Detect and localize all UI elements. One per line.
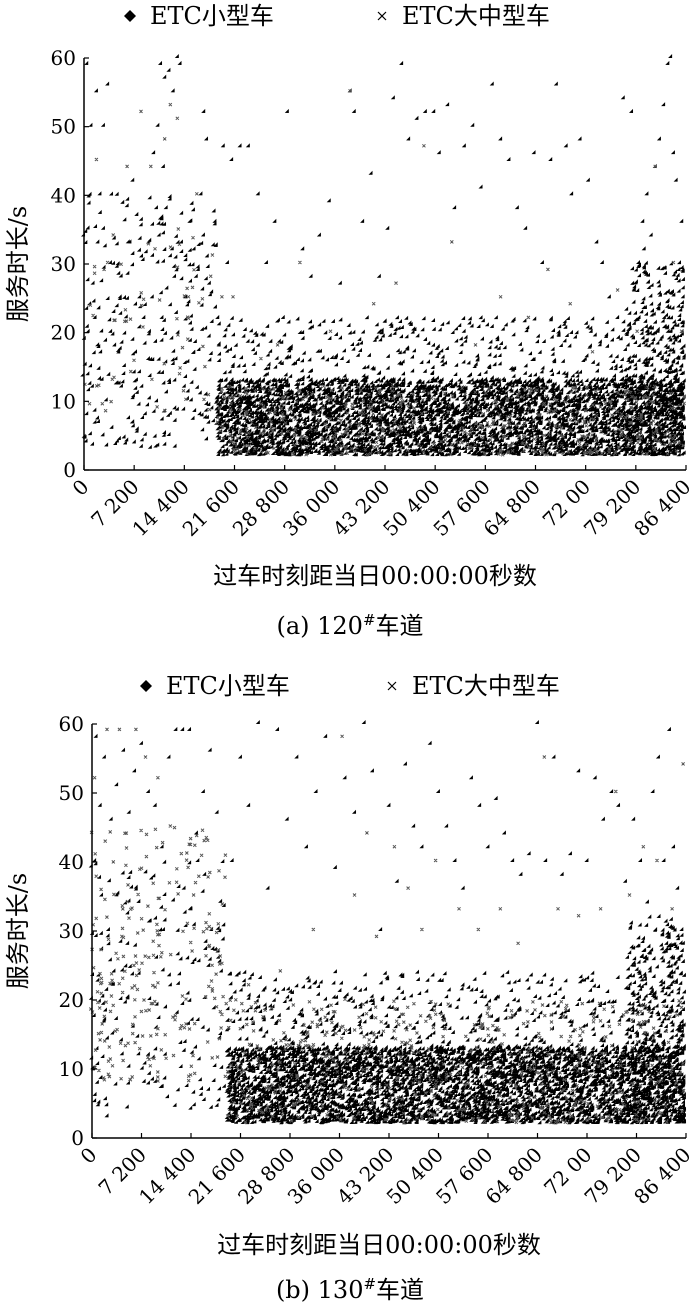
data-points [88,720,687,1125]
legend-marker-diamond [124,10,136,22]
y-tick-label: 50 [59,781,84,805]
panel-caption: (a) 120#车道 [276,611,423,640]
legend-label: ETC大中型车 [402,2,550,30]
caption-superscript: # [363,1275,376,1293]
y-tick-label: 20 [59,988,84,1012]
data-point-group [80,54,687,457]
x-axis-title: 过车时刻距当日00:00:00秒数 [217,1231,541,1259]
y-tick-label: 60 [51,46,76,70]
caption-suffix: 车道 [376,612,424,640]
caption-prefix: (a) 120 [276,612,362,640]
data-point-group [88,727,686,1125]
y-tick-label: 30 [51,252,76,276]
x-tick-label: 86 400 [629,475,695,541]
panel-caption: (b) 130#车道 [276,1275,424,1304]
x-axis-title: 过车时刻距当日00:00:00秒数 [213,562,537,590]
series-large-vehicle [83,88,687,457]
caption-suffix: 车道 [376,1276,424,1304]
y-tick-label: 40 [51,183,76,207]
y-tick-label: 60 [59,712,84,736]
legend-marker-diamond [140,680,152,692]
y-axis-title: 服务时长/s [4,206,32,322]
legend-label: ETC小型车 [150,2,274,30]
legend-label: ETC大中型车 [412,672,560,700]
y-tick-label: 20 [51,321,76,345]
data-points [80,54,687,457]
y-tick-label: 30 [59,919,84,943]
y-axis-title: 服务时长/s [4,873,32,989]
x-tick-label: 64 800 [479,475,545,541]
x-tick-label: 64 800 [481,1143,547,1209]
x-tick-label: 86 400 [629,1143,695,1209]
data-point-group [88,720,687,1125]
y-tick-label: 40 [59,850,84,874]
series-small-vehicle [80,54,687,457]
caption-prefix: (b) 130 [276,1276,364,1304]
y-tick-label: 10 [51,389,76,413]
legend-label: ETC小型车 [166,672,290,700]
y-tick-label: 10 [59,1057,84,1081]
series-large-vehicle [88,727,686,1125]
caption-superscript: # [363,611,376,629]
y-tick-label: 0 [63,458,76,482]
x-tick-label: 0 [68,475,94,501]
series-small-vehicle [88,720,687,1125]
x-tick-label: 0 [76,1143,102,1169]
data-point-group [83,88,687,457]
y-tick-label: 0 [71,1126,84,1150]
y-tick-label: 50 [51,115,76,139]
legend-marker-cross [387,681,397,691]
legend-marker-cross [377,11,387,21]
